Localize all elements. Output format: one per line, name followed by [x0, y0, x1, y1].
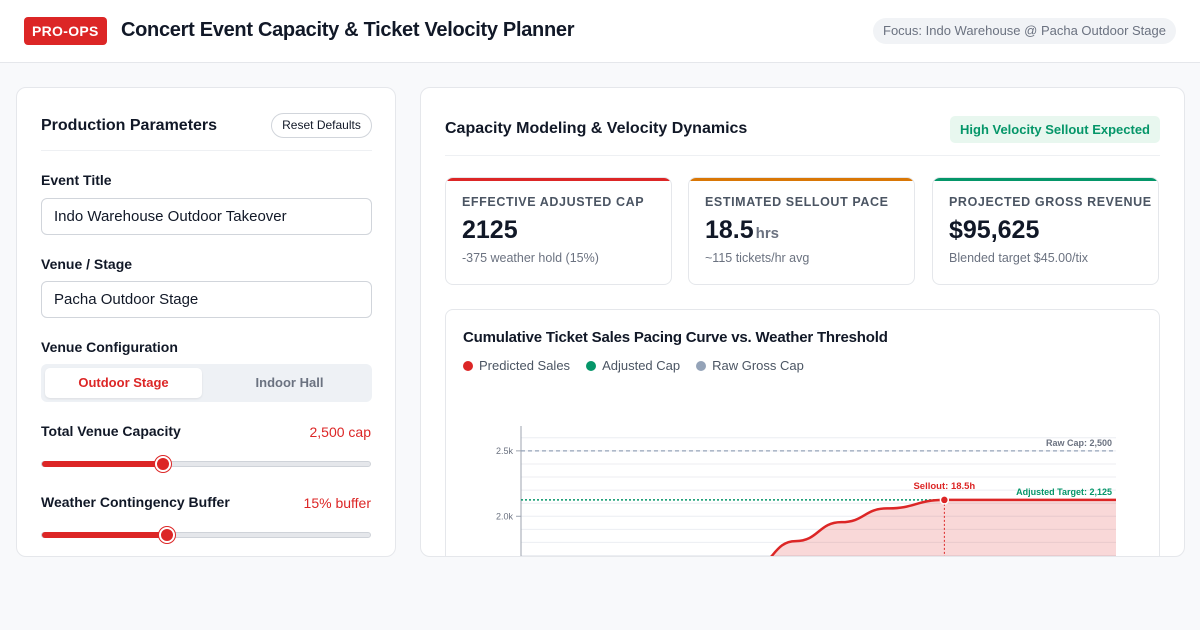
venue-input[interactable] — [41, 281, 372, 318]
legend-item-adjusted-cap: Adjusted Cap — [586, 358, 680, 373]
status-badge: High Velocity Sellout Expected — [950, 116, 1160, 143]
event-title-label: Event Title — [41, 172, 112, 188]
buffer-slider-thumb[interactable] — [158, 527, 175, 543]
kpi-number: 2125 — [462, 216, 518, 244]
kpi-label: ESTIMATED SELLOUT PACE — [705, 195, 889, 209]
kpi-value: 18.5 hrs — [705, 216, 779, 245]
legend-item-raw-gross-cap: Raw Gross Cap — [696, 358, 804, 373]
config-option-outdoor-stage[interactable]: Outdoor Stage — [45, 368, 202, 398]
capacity-slider[interactable] — [41, 456, 371, 472]
legend-label: Predicted Sales — [479, 358, 571, 373]
kpi-label: PROJECTED GROSS REVENUE — [949, 195, 1152, 209]
event-title-input[interactable] — [41, 198, 372, 235]
production-parameters-panel: Production Parameters Reset Defaults Eve… — [16, 87, 396, 557]
kpi-card-adjusted-cap: EFFECTIVE ADJUSTED CAP 2125 -375 weather… — [445, 177, 672, 285]
adjusted-cap-label: Adjusted Target: 2,125 — [1016, 487, 1112, 497]
venue-config-label: Venue Configuration — [41, 339, 178, 355]
legend-dot — [696, 360, 707, 371]
divider — [41, 150, 372, 151]
legend-label: Adjusted Cap — [602, 358, 681, 373]
capacity-slider-thumb[interactable] — [155, 456, 172, 472]
capacity-slider-fill — [42, 461, 164, 467]
predicted-sales-line — [770, 498, 1116, 556]
buffer-value: 15% buffer — [303, 495, 371, 511]
kpi-accent-bar — [446, 178, 671, 181]
chart-legend: Predicted Sales Adjusted Cap Raw Gross C… — [463, 358, 804, 373]
kpi-value: $95,625 — [949, 216, 1041, 245]
y-tick-label: 2.5k — [496, 446, 514, 456]
app-title: Concert Event Capacity & Ticket Velocity… — [121, 19, 575, 41]
sellout-label: Sellout: 18.5h — [913, 481, 975, 492]
brand-badge: PRO-OPS — [24, 17, 107, 45]
kpi-number: 18.5 — [705, 216, 754, 244]
venue-config-toggle: Outdoor Stage Indoor Hall — [41, 364, 372, 402]
sellout-point — [939, 495, 950, 505]
capacity-label: Total Venue Capacity — [41, 423, 181, 439]
legend-dot — [463, 360, 473, 371]
legend-label: Raw Gross Cap — [712, 358, 804, 373]
reset-defaults-button[interactable]: Reset Defaults — [271, 113, 372, 138]
kpi-card-sellout-pace: ESTIMATED SELLOUT PACE 18.5 hrs ~115 tick… — [688, 177, 915, 285]
kpi-subtext: -375 weather hold (15%) — [462, 251, 599, 265]
kpi-unit: hrs — [755, 225, 780, 242]
kpi-accent-bar — [933, 178, 1158, 181]
panel-title: Production Parameters — [41, 117, 218, 134]
kpi-value: 2125 — [462, 216, 520, 245]
y-tick-label: 2.0k — [496, 511, 514, 521]
kpi-number: $95,625 — [949, 216, 1040, 244]
dashboard-title: Capacity Modeling & Velocity Dynamics — [445, 120, 748, 137]
kpi-subtext: Blended target $45.00/tix — [949, 251, 1088, 265]
buffer-slider[interactable] — [41, 527, 371, 543]
chart-title: Cumulative Ticket Sales Pacing Curve vs.… — [463, 329, 888, 346]
buffer-slider-fill — [42, 532, 167, 538]
top-bar: PRO-OPS Concert Event Capacity & Ticket … — [0, 0, 1200, 63]
sales-area-fill — [771, 499, 1116, 556]
raw-cap-label: Raw Cap: 2,500 — [1046, 438, 1112, 448]
divider — [445, 155, 1160, 156]
legend-dot — [586, 360, 597, 371]
capacity-modeling-panel: Capacity Modeling & Velocity Dynamics Hi… — [420, 87, 1185, 557]
config-option-indoor-hall[interactable]: Indoor Hall — [255, 375, 324, 390]
legend-item-predicted-sales: Predicted Sales — [463, 358, 570, 373]
kpi-card-gross-revenue: PROJECTED GROSS REVENUE $95,625 Blended … — [932, 177, 1159, 285]
sales-pacing-chart-card: Cumulative Ticket Sales Pacing Curve vs.… — [445, 309, 1160, 556]
venue-label: Venue / Stage — [41, 256, 133, 272]
buffer-label: Weather Contingency Buffer — [41, 494, 230, 510]
kpi-label: EFFECTIVE ADJUSTED CAP — [462, 195, 645, 209]
focus-pill: Focus: Indo Warehouse @ Pacha Outdoor St… — [873, 18, 1176, 44]
kpi-accent-bar — [689, 178, 914, 181]
capacity-value: 2,500 cap — [309, 424, 372, 440]
kpi-subtext: ~115 tickets/hr avg — [705, 251, 810, 265]
